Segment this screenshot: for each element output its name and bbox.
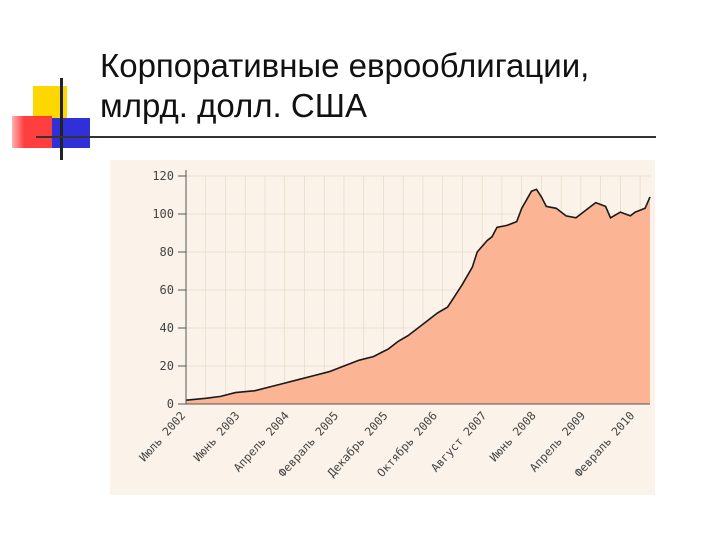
x-tick-label: Июнь 2003 [190, 409, 242, 465]
chart-panel: 0 20 40 60 80 100 120 Июль 2002 Июнь 2003 Апрель … [110, 160, 655, 495]
slide-title-line-1: Корпоративные еврооблигации, [100, 47, 590, 84]
y-tick-label: 120 [152, 169, 174, 183]
slide-title: Корпоративные еврооблигации, млрд. долл.… [100, 46, 700, 126]
x-tick-label: Июнь 2008 [487, 409, 539, 465]
decor-blue-square [52, 118, 90, 148]
series-line [185, 188, 651, 401]
series-area [186, 189, 650, 404]
y-tick-label: 60 [160, 283, 174, 297]
y-tick-label: 20 [160, 359, 174, 373]
y-tick-label: 0 [167, 397, 174, 411]
x-tick-label: Июль 2002 [136, 409, 188, 465]
decor-horizontal-line [36, 136, 656, 138]
decor-red-fade [4, 116, 24, 148]
slide-title-line-2: млрд. долл. США [100, 87, 367, 124]
y-tick-label: 40 [160, 321, 174, 335]
y-tick-label: 80 [160, 245, 174, 259]
y-tick-label: 100 [152, 207, 174, 221]
decor-vertical-line [60, 78, 63, 160]
